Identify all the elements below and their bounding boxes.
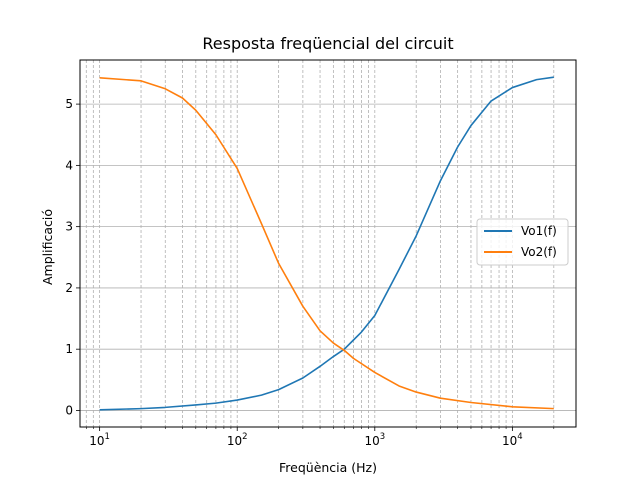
- y-tick-label: 3: [65, 220, 73, 234]
- y-tick-label: 2: [65, 281, 73, 295]
- x-tick-label: 101: [89, 432, 110, 448]
- x-tick-label: 103: [364, 432, 385, 448]
- series-line-vo1-f: [99, 76, 554, 411]
- y-tick-label: 0: [65, 403, 73, 417]
- legend-label-vo1: Vo1(f): [521, 224, 557, 238]
- series-line-vo2-f: [99, 76, 554, 410]
- grid: [80, 60, 576, 427]
- x-axis-label: Freqüència (Hz): [279, 460, 377, 475]
- y-tick-label: 1: [65, 342, 73, 356]
- y-tick-label: 5: [65, 97, 73, 111]
- y-tick-label: 4: [65, 158, 73, 172]
- x-tick-label: 104: [502, 432, 523, 448]
- plot-frame: [79, 59, 577, 428]
- legend-label-vo2: Vo2(f): [521, 245, 557, 259]
- series-lines: [99, 76, 554, 411]
- y-axis-label: Amplificació: [40, 209, 55, 285]
- chart-title: Resposta freqüencial del circuit: [202, 34, 453, 53]
- axis-ticks: 101 102 103 104 0 1 2 3 4 5: [65, 97, 555, 448]
- x-tick-label: 102: [227, 432, 248, 448]
- legend: Vo1(f) Vo2(f): [476, 218, 569, 266]
